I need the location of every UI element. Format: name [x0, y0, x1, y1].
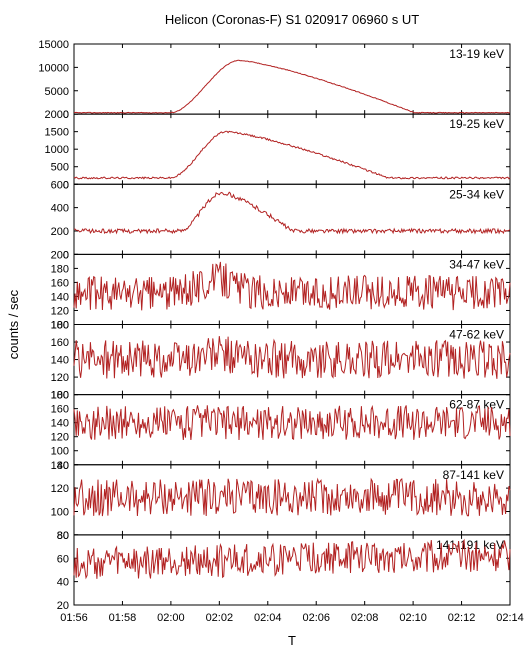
y-tick-label: 100	[51, 507, 69, 519]
x-axis-label: T	[288, 633, 296, 648]
y-tick-label: 120	[51, 305, 69, 317]
time-series-trace	[74, 336, 510, 379]
x-tick-label: 02:02	[206, 612, 234, 624]
panel-energy-label: 34-47 keV	[449, 257, 504, 271]
y-tick-label: 140	[51, 460, 69, 472]
x-tick-label: 02:12	[448, 612, 476, 624]
y-tick-label: 15000	[38, 39, 69, 51]
panel-energy-label: 47-62 keV	[449, 328, 504, 342]
panel-energy-label: 62-87 keV	[449, 398, 504, 412]
panel-energy-label: 25-34 keV	[449, 187, 504, 201]
panel-frame	[74, 44, 510, 114]
chart-container: { "title": "Helicon (Coronas-F) S1 02091…	[0, 0, 530, 650]
y-tick-label: 20	[57, 600, 69, 612]
x-tick-label: 02:00	[157, 612, 185, 624]
y-tick-label: 160	[51, 404, 69, 416]
x-tick-label: 02:04	[254, 612, 282, 624]
y-tick-label: 180	[51, 320, 69, 332]
y-axis-label: counts / sec	[6, 289, 21, 359]
panel-energy-label: 141-191 keV	[436, 538, 504, 552]
y-tick-label: 80	[57, 530, 69, 542]
y-tick-label: 1500	[45, 127, 69, 139]
y-tick-label: 60	[57, 553, 69, 565]
time-series-trace	[74, 405, 510, 440]
time-series-trace	[74, 192, 510, 233]
x-tick-label: 01:56	[60, 612, 88, 624]
y-tick-label: 180	[51, 263, 69, 275]
panel-energy-label: 87-141 keV	[443, 468, 504, 482]
y-tick-label: 140	[51, 418, 69, 430]
y-tick-label: 120	[51, 432, 69, 444]
panel-energy-label: 19-25 keV	[449, 117, 504, 131]
y-tick-label: 200	[51, 226, 69, 238]
y-tick-label: 160	[51, 337, 69, 349]
x-tick-label: 02:08	[351, 612, 379, 624]
y-tick-label: 120	[51, 483, 69, 495]
panel-frame	[74, 114, 510, 184]
y-tick-label: 140	[51, 355, 69, 367]
multi-panel-line-chart: Helicon (Coronas-F) S1 020917 06960 s UT…	[0, 0, 530, 650]
y-tick-label: 180	[51, 390, 69, 402]
chart-title: Helicon (Coronas-F) S1 020917 06960 s UT	[165, 12, 419, 27]
y-tick-label: 500	[51, 162, 69, 174]
x-tick-label: 02:10	[399, 612, 427, 624]
time-series-trace	[74, 262, 510, 310]
time-series-trace	[74, 479, 510, 516]
x-tick-label: 01:58	[109, 612, 137, 624]
y-tick-label: 40	[57, 577, 69, 589]
y-tick-label: 600	[51, 179, 69, 191]
x-tick-label: 02:14	[496, 612, 524, 624]
panel-energy-label: 13-19 keV	[449, 47, 504, 61]
y-tick-label: 2000	[45, 109, 69, 121]
y-tick-label: 120	[51, 372, 69, 384]
y-tick-label: 5000	[45, 86, 69, 98]
time-series-trace	[74, 131, 510, 179]
y-tick-label: 200	[51, 249, 69, 261]
y-tick-label: 100	[51, 446, 69, 458]
y-tick-label: 160	[51, 277, 69, 289]
y-tick-label: 1000	[45, 144, 69, 156]
panel-frame	[74, 184, 510, 254]
x-tick-label: 02:06	[302, 612, 330, 624]
time-series-trace	[74, 60, 510, 113]
y-tick-label: 140	[51, 291, 69, 303]
y-tick-label: 10000	[38, 62, 69, 74]
y-tick-label: 400	[51, 203, 69, 215]
